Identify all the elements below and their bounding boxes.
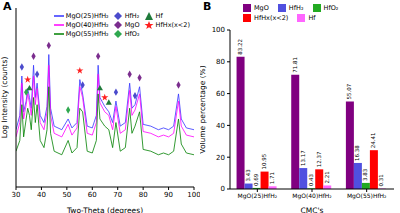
svg-text:Volume percentage (%): Volume percentage (%): [200, 65, 207, 153]
svg-text:60: 60: [216, 90, 225, 98]
svg-text:0.31: 0.31: [378, 174, 384, 186]
svg-text:20: 20: [216, 154, 225, 162]
svg-text:80: 80: [139, 191, 148, 199]
svg-text:100: 100: [187, 191, 200, 199]
svg-text:2.21: 2.21: [324, 171, 330, 183]
svg-text:0.43: 0.43: [308, 174, 314, 187]
svg-text:Two-Theta (degrees): Two-Theta (degrees): [66, 206, 143, 213]
svg-text:55.07: 55.07: [346, 83, 352, 99]
svg-text:60: 60: [88, 191, 97, 199]
svg-text:MgO(40)HfH₂: MgO(40)HfH₂: [292, 192, 332, 200]
svg-text:10.95: 10.95: [261, 153, 267, 169]
html-text:A: A: [3, 0, 12, 13]
svg-text:Log Intensity (counts): Log Intensity (counts): [8, 57, 9, 139]
svg-text:CMC's: CMC's: [301, 206, 324, 213]
html-text:MgO(25)HfH₂: MgO(25)HfH₂: [65, 11, 109, 20]
svg-text:50: 50: [62, 191, 71, 199]
html-text:MgO(55)HfH₂: MgO(55)HfH₂: [65, 29, 109, 38]
svg-text:3.43: 3.43: [245, 169, 251, 182]
svg-text:0.69: 0.69: [253, 173, 259, 186]
svg-text:100: 100: [212, 26, 225, 34]
html-text:HfH₂: HfH₂: [124, 11, 140, 20]
html-text:Hf: Hf: [308, 14, 316, 22]
svg-text:24.41: 24.41: [370, 132, 376, 148]
html-text:HfO₂: HfO₂: [124, 29, 140, 38]
svg-text:1.71: 1.71: [269, 172, 275, 184]
html-text:MgO: MgO: [254, 4, 269, 12]
svg-text:12.37: 12.37: [316, 151, 322, 167]
svg-text:80: 80: [216, 58, 225, 66]
svg-text:83.22: 83.22: [237, 39, 243, 55]
svg-text:0: 0: [221, 185, 225, 193]
svg-text:30: 30: [12, 191, 21, 199]
svg-text:90: 90: [164, 191, 173, 199]
html-text:Hf: Hf: [155, 11, 163, 20]
svg-text:40: 40: [216, 122, 225, 130]
html-text:HfHx(x<2): HfHx(x<2): [254, 14, 289, 22]
svg-text:13.17: 13.17: [300, 150, 306, 166]
html-text:HfH₂: HfH₂: [288, 4, 304, 12]
svg-text:3.83: 3.83: [362, 168, 368, 181]
html-text:MgO: MgO: [124, 20, 140, 29]
svg-text:40: 40: [37, 191, 46, 199]
html-text:HfO₂: HfO₂: [323, 4, 339, 12]
svg-text:MgO(25)HfH₂: MgO(25)HfH₂: [238, 192, 278, 200]
html-text:B: B: [203, 0, 212, 13]
svg-text:71.81: 71.81: [292, 57, 298, 73]
svg-text:16.38: 16.38: [354, 145, 360, 161]
html-text:MgO(40)HfH₂: MgO(40)HfH₂: [65, 20, 109, 29]
html-text:HfHx(x<2): HfHx(x<2): [155, 20, 190, 29]
svg-text:MgO(55)HfH₂: MgO(55)HfH₂: [347, 192, 387, 200]
svg-text:70: 70: [113, 191, 122, 199]
